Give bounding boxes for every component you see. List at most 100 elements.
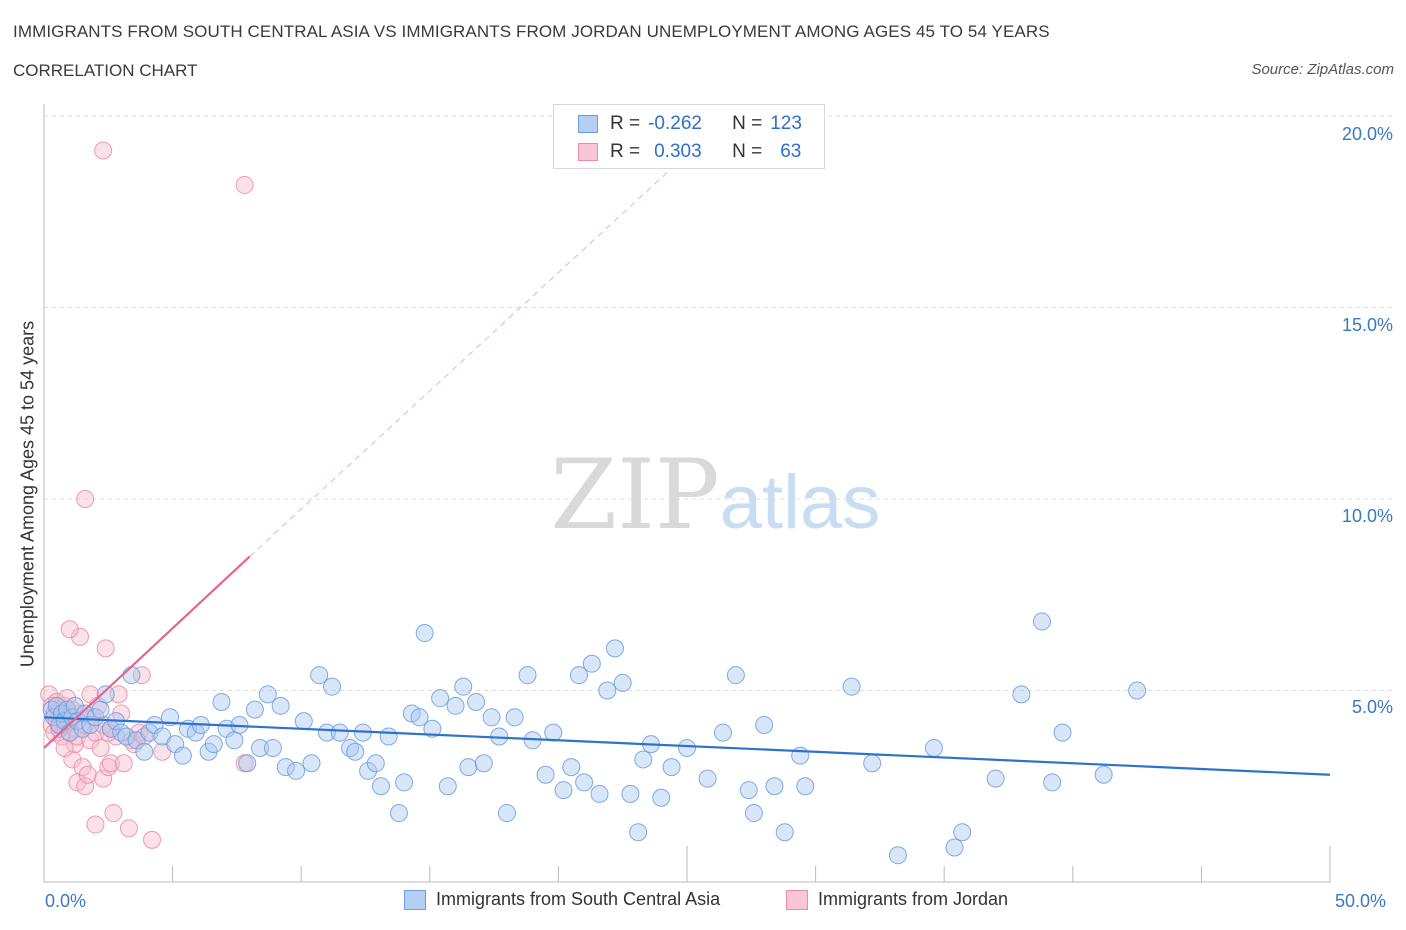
- data-point: [366, 754, 385, 773]
- data-point: [662, 758, 681, 777]
- data-point: [60, 620, 79, 639]
- data-point: [945, 838, 964, 857]
- data-point: [629, 823, 648, 842]
- y-tick-label-5: 5.0%: [1351, 697, 1393, 717]
- legend-n-label: N =: [732, 113, 763, 134]
- data-point: [454, 677, 473, 696]
- data-point: [96, 685, 115, 704]
- data-point: [739, 781, 758, 800]
- data-point: [91, 700, 110, 719]
- series-south-central-asia-points: [42, 612, 1147, 865]
- data-point: [101, 754, 120, 773]
- data-point: [76, 777, 95, 796]
- data-point: [569, 666, 588, 685]
- data-point: [474, 754, 493, 773]
- data-point: [598, 681, 617, 700]
- data-point: [395, 773, 414, 792]
- data-point: [562, 758, 581, 777]
- data-point: [238, 754, 257, 773]
- data-point: [1043, 773, 1062, 792]
- data-point: [438, 777, 457, 796]
- data-point: [953, 823, 972, 842]
- legend-swatch-pink: [578, 143, 598, 161]
- legend-n-value: 123: [770, 113, 802, 134]
- data-point: [76, 490, 95, 508]
- data-point: [1032, 612, 1051, 631]
- data-point: [104, 804, 123, 823]
- data-point: [86, 815, 105, 834]
- data-point: [678, 738, 696, 757]
- data-point: [467, 692, 486, 711]
- legend-row-south-central-asia: R = -0.262 N = 123: [578, 112, 802, 136]
- data-point: [78, 765, 97, 784]
- data-point: [863, 754, 882, 773]
- trend-lines: [43, 153, 1331, 776]
- data-point: [1012, 685, 1031, 704]
- data-point: [575, 773, 594, 792]
- data-point: [76, 704, 95, 723]
- data-point: [132, 666, 151, 685]
- data-point: [605, 639, 624, 658]
- data-point: [173, 746, 192, 765]
- data-point: [714, 723, 733, 742]
- trend-line-jordan: [43, 555, 251, 749]
- legend-r-value: 0.303: [654, 141, 702, 162]
- data-point: [114, 754, 133, 773]
- chart-title: IMMIGRANTS FROM SOUTH CENTRAL ASIA VS IM…: [13, 22, 1050, 41]
- data-point: [755, 715, 774, 734]
- data-point: [317, 723, 336, 742]
- data-point: [251, 738, 270, 757]
- data-point: [346, 742, 365, 761]
- data-point: [482, 708, 501, 727]
- data-point: [590, 784, 609, 803]
- data-point: [310, 666, 329, 685]
- data-point: [505, 708, 524, 727]
- legend-n-value: 63: [780, 141, 802, 162]
- data-point: [924, 738, 943, 757]
- data-point: [634, 750, 653, 769]
- data-point: [94, 141, 113, 160]
- data-point: [96, 639, 115, 658]
- x-tick-label-min: 0.0%: [45, 891, 87, 911]
- data-point: [791, 746, 810, 765]
- bottom-legend-swatch-blue: [404, 889, 426, 910]
- data-point: [119, 819, 138, 838]
- data-point: [765, 777, 784, 796]
- bottom-legend-label: Immigrants from South Central Asia: [436, 889, 721, 909]
- data-point: [135, 742, 154, 761]
- data-point: [271, 696, 290, 715]
- data-point: [842, 677, 861, 696]
- data-point: [276, 758, 295, 777]
- data-point: [621, 784, 640, 803]
- data-point: [122, 666, 141, 685]
- bottom-legend-label: Immigrants from Jordan: [818, 889, 1009, 909]
- y-tick-label-15: 15.0%: [1341, 315, 1393, 335]
- bottom-legend-swatch-pink: [786, 889, 808, 910]
- data-point: [94, 769, 113, 788]
- data-point: [117, 727, 136, 746]
- data-point: [65, 696, 84, 715]
- bottom-legend-south-central-asia: Immigrants from South Central Asia: [404, 889, 720, 910]
- correlation-legend: R = -0.262 N = 123 R = 0.303 N = 63: [553, 104, 825, 169]
- data-point: [796, 777, 815, 796]
- data-point: [55, 738, 74, 757]
- data-point: [544, 723, 563, 742]
- data-point: [1053, 723, 1072, 742]
- gridlines: [44, 115, 1392, 691]
- data-point: [1128, 681, 1147, 700]
- data-point: [410, 708, 429, 727]
- data-point: [330, 723, 349, 742]
- data-point: [986, 769, 1005, 788]
- data-point: [536, 765, 555, 784]
- data-point: [497, 804, 516, 823]
- legend-row-jordan: R = 0.303 N = 63: [578, 140, 801, 164]
- legend-r-label: R =: [610, 141, 641, 162]
- data-point: [446, 696, 465, 715]
- x-tick-label-max: 50.0%: [1335, 891, 1387, 911]
- legend-r-label: R =: [610, 113, 641, 134]
- watermark: ZIP atlas: [550, 439, 880, 551]
- data-point: [143, 830, 162, 849]
- watermark-atlas: atlas: [720, 460, 881, 545]
- data-point: [1094, 765, 1113, 784]
